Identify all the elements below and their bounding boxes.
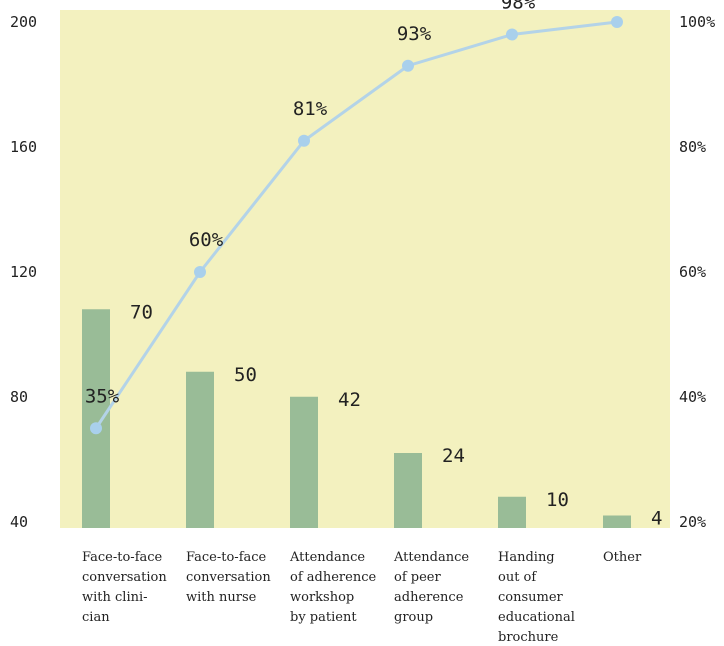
right-y-axis-ticks: 20% 40% 60% 80% 100% [679,13,715,531]
left-y-tick-4: 200 [10,13,37,31]
right-y-tick-1: 40% [679,388,706,406]
cumulative-label-1: 60% [189,229,224,251]
cumulative-label-3: 93% [397,23,432,45]
cumulative-marker-1 [194,266,206,278]
left-y-tick-1: 80 [10,388,28,406]
cumulative-label-4: 98% [501,0,536,14]
left-y-tick-2: 120 [10,263,37,281]
left-y-tick-0: 40 [10,513,28,531]
category-labels: Face-to-face conversation with clini-cian F… [82,550,642,645]
bar-0 [82,309,110,528]
category-label-0: Face-to-face conversation with clini-cian [82,550,167,625]
right-y-tick-2: 60% [679,263,706,281]
bar-value-label-5: 4 [651,508,662,530]
category-label-2: Attendance of adherence workshop by patient [289,550,376,625]
bar-3 [394,453,422,528]
bar-value-label-3: 24 [442,445,465,467]
cumulative-label-0: 35% [85,385,120,407]
bar-value-label-0: 70 [130,301,153,323]
bar-5 [603,516,631,529]
cumulative-label-5: 100% [600,0,646,1]
cumulative-marker-2 [298,135,310,147]
category-label-1: Face-to-face conversation with nurse [186,550,271,605]
right-y-tick-4: 100% [679,13,715,31]
bar-2 [290,397,318,528]
left-y-tick-3: 160 [10,138,37,156]
cumulative-label-2: 81% [293,98,328,120]
cumulative-marker-3 [402,60,414,72]
bar-value-label-4: 10 [546,489,569,511]
right-y-tick-0: 20% [679,513,706,531]
right-y-tick-3: 80% [679,138,706,156]
cumulative-marker-0 [90,422,102,434]
left-y-axis-ticks: 40 80 120 160 200 [10,13,37,531]
category-label-4: Handing out of consumer educational brochure [498,550,575,645]
category-label-3: Attendance of peer adherence group [393,550,469,625]
cumulative-marker-4 [506,29,518,41]
bar-1 [186,372,214,528]
bar-value-label-2: 42 [338,389,361,411]
bar-4 [498,497,526,528]
bar-value-label-1: 50 [234,364,257,386]
plot-background [60,10,670,528]
cumulative-marker-5 [611,16,623,28]
category-label-5: Other [603,550,642,565]
